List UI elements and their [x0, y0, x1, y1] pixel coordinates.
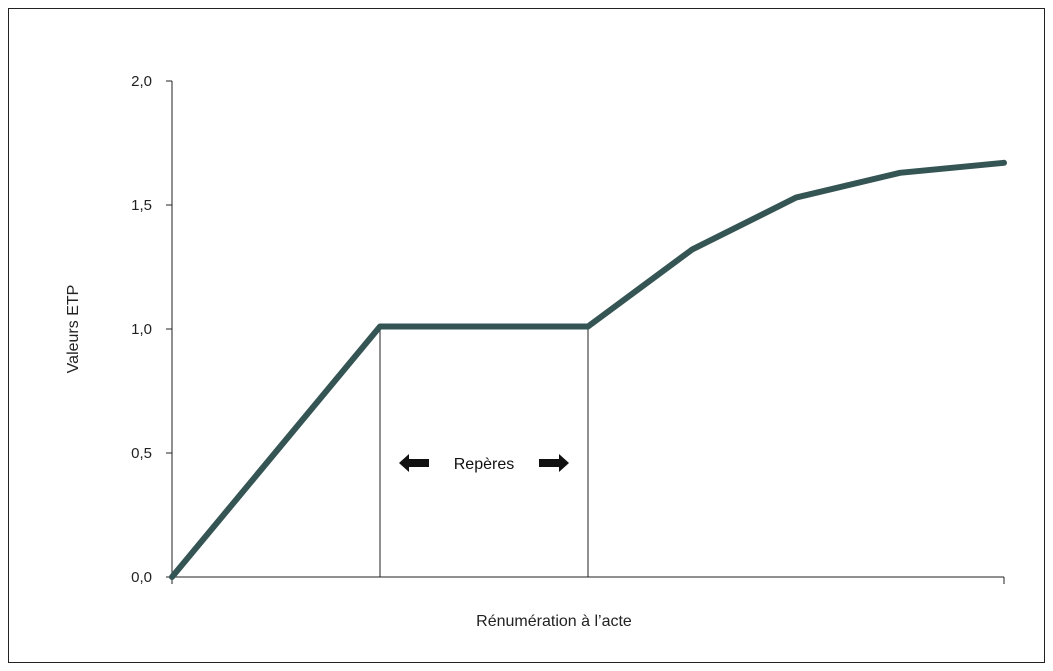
- reference-lines: [379, 326, 589, 577]
- series-group: [169, 159, 1007, 580]
- chart-frame: [8, 8, 1045, 663]
- y-tick-label: 1,0: [131, 321, 152, 338]
- y-tick-label: 1,5: [131, 197, 152, 214]
- y-axis-title: Valeurs ETP: [65, 285, 82, 374]
- x-ticks: [171, 577, 1005, 584]
- series-line: [169, 159, 1007, 580]
- arrow-left-icon: [399, 454, 429, 472]
- x-axis-title: Rénumération à l’acte: [476, 613, 632, 630]
- y-tick-label: 0,5: [131, 445, 152, 462]
- y-ticks: 0,0 0,5 1,0 1,5 2,0: [131, 73, 172, 586]
- annotation-group: Repères: [399, 454, 569, 473]
- y-tick-label: 0,0: [131, 569, 152, 586]
- y-tick-label: 2,0: [131, 73, 152, 90]
- arrow-right-icon: [539, 454, 569, 472]
- annotation-label: Repères: [454, 456, 514, 473]
